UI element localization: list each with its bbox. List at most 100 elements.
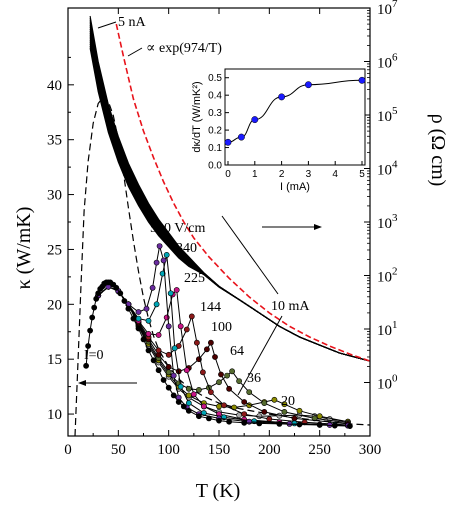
data-point [183, 326, 190, 333]
left-axis-label: κ (W/mK) [13, 207, 35, 290]
data-point [150, 357, 157, 364]
x-tick-label: 150 [208, 442, 231, 458]
data-point [149, 284, 156, 291]
data-point [218, 371, 224, 378]
annotation-10ma: 10 mA [271, 299, 310, 314]
label-36: 36 [247, 371, 261, 386]
data-point [276, 420, 283, 427]
data-point [190, 391, 197, 398]
data-point [180, 403, 187, 410]
data-point [195, 413, 202, 420]
x-axis-ticks: 0 50 100 150 200 250 300 [64, 8, 381, 458]
data-point [346, 423, 353, 429]
data-point [91, 304, 98, 311]
data-point [87, 327, 93, 334]
data-point [246, 389, 253, 395]
label-64: 64 [230, 344, 244, 359]
right-tick-label: 106 [377, 52, 398, 72]
exp-fit-curve [115, 23, 370, 362]
x-axis-label: T (K) [196, 480, 241, 502]
right-tick-label: 103 [377, 212, 398, 232]
right-arrow [262, 224, 322, 230]
right-tick-label: 100 [377, 373, 398, 393]
data-point [241, 411, 248, 417]
data-point [175, 399, 182, 405]
annotation-fit-pointer [127, 47, 143, 57]
data-point [85, 343, 91, 349]
data-point [155, 367, 162, 374]
data-point [199, 369, 206, 376]
inset-point [278, 93, 286, 101]
right-tick-label: 105 [377, 105, 398, 125]
inset-points [224, 76, 366, 146]
data-point [135, 315, 142, 322]
data-point [156, 243, 163, 249]
data-point [89, 314, 96, 321]
inset-y-tick-label: 0.5 [208, 73, 222, 84]
series-line [97, 286, 348, 423]
data-point [261, 408, 268, 415]
data-point [167, 290, 174, 297]
data-point [316, 413, 323, 420]
inset-x-tick-label: 4 [332, 169, 338, 180]
x-tick-label: 200 [258, 442, 281, 458]
inset-x-axis-ticks: 0 1 2 3 4 5 [225, 161, 365, 180]
inset-x-tick-label: 2 [279, 169, 285, 180]
data-point [155, 347, 162, 354]
data-point [241, 399, 248, 405]
data-point [185, 385, 192, 392]
data-point [221, 402, 227, 409]
right-tick-label: 101 [377, 319, 398, 339]
inset-y-tick-label: 0.4 [208, 91, 222, 102]
data-point [130, 315, 137, 322]
annotation-5na-pointer [97, 21, 117, 29]
inset-point [224, 138, 232, 146]
data-point [135, 325, 142, 332]
series-I-0 [83, 279, 353, 429]
inset-y-tick-label: 0.0 [208, 161, 222, 172]
data-point [311, 415, 318, 422]
label-144: 144 [200, 300, 221, 315]
data-point [291, 420, 298, 427]
data-point [143, 305, 150, 312]
data-point [281, 408, 288, 415]
inset-plot: 0 1 2 3 4 5 0.0 0.1 0.2 0.3 0.4 0.5 I (mA) dκ/dT (… [191, 68, 366, 193]
inset-point [237, 133, 245, 141]
x-tick-label: 50 [111, 442, 126, 458]
label-100: 100 [211, 320, 232, 335]
data-point [160, 257, 167, 264]
data-point [83, 362, 89, 369]
inset-x-label: I (mA) [280, 181, 310, 193]
data-point [153, 301, 160, 308]
data-point [165, 323, 172, 330]
right-axis-label: ρ (Ω cm) [427, 114, 449, 187]
data-point [224, 372, 230, 379]
inset-y-axis-ticks: 0.0 0.1 0.2 0.3 0.4 0.5 [208, 73, 229, 172]
right-axis-ticks: 100 101 102 103 104 105 106 107 [364, 0, 398, 393]
inset-x-tick-label: 0 [225, 169, 231, 180]
data-point [226, 418, 232, 425]
left-tick-label: 35 [47, 133, 62, 149]
label-225: 225 [184, 271, 205, 286]
data-point [145, 317, 152, 324]
data-point [331, 422, 338, 429]
label-20: 20 [281, 394, 295, 409]
inset-y-tick-label: 0.3 [208, 108, 222, 119]
data-point [165, 384, 172, 391]
annotations: 5 nA ∝ exp(974/T) I=0 10 mA 530 V/cm 340… [78, 15, 322, 409]
data-point [203, 346, 210, 353]
annotation-i0: I=0 [84, 348, 104, 363]
inset-y-label: dκ/dT (W/mK²) [191, 81, 203, 152]
resistivity-curve [89, 47, 370, 362]
data-point [212, 354, 218, 360]
left-tick-label: 40 [47, 78, 62, 94]
data-point [256, 420, 263, 427]
data-point [193, 339, 200, 346]
data-point [241, 419, 248, 426]
data-point [236, 412, 242, 418]
data-point [125, 305, 132, 312]
data-point [205, 415, 212, 422]
inset-point [358, 76, 366, 84]
